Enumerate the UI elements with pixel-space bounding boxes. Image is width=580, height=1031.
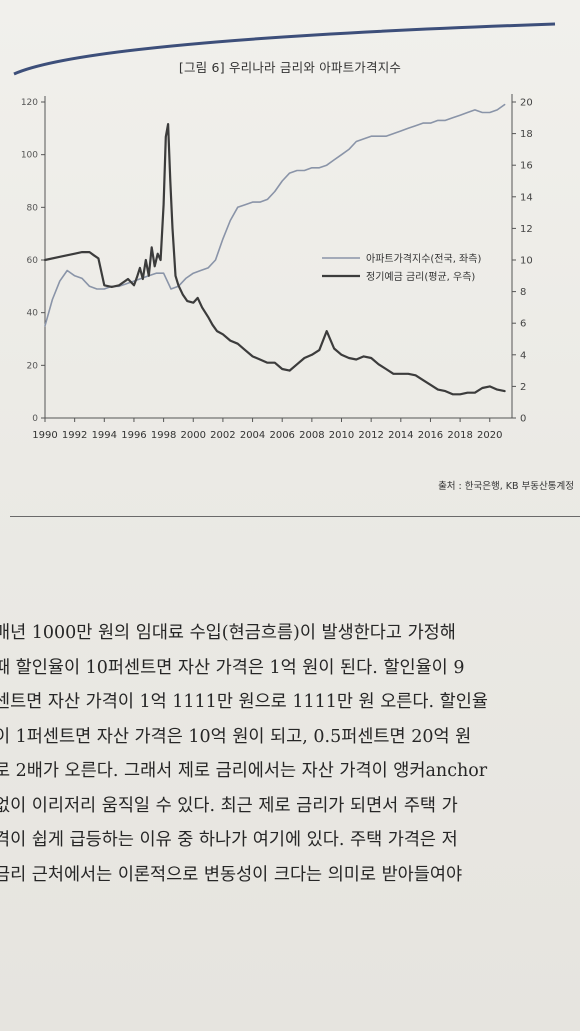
left-tick-label: 120: [21, 98, 38, 108]
section-divider: [10, 516, 580, 517]
x-tick-label: 1992: [62, 430, 87, 441]
left-tick-label: 60: [27, 256, 39, 266]
right-tick-label: 2: [520, 382, 526, 393]
x-tick-label: 1998: [151, 430, 176, 441]
x-tick-label: 2012: [358, 430, 383, 441]
x-tick-label: 2018: [447, 430, 472, 441]
x-tick-label: 1990: [32, 430, 57, 441]
legend-label-1: 정기예금 금리(평균, 우측): [366, 271, 475, 283]
series-line-0: [44, 103, 506, 327]
right-tick-label: 14: [520, 192, 533, 203]
left-tick-label: 100: [21, 151, 38, 161]
left-tick-label: 0: [32, 414, 38, 424]
body-line: 센트면 자산 가격이 1억 1111만 원으로 1111만 원 오른다. 할인율: [0, 692, 488, 712]
x-tick-label: 2010: [329, 430, 354, 441]
right-tick-label: 4: [520, 350, 526, 361]
body-line: 때 할인율이 10퍼센트면 자산 가격은 1억 원이 된다. 할인율이 9: [0, 657, 465, 678]
x-tick-label: 2020: [477, 430, 502, 441]
legend-label-0: 아파트가격지수(전국, 좌측): [366, 252, 481, 265]
body-line: 매년 1000만 원의 임대료 수입(현금흐름)이 발생한다고 가정해: [0, 623, 456, 643]
x-tick-label: 1996: [121, 430, 146, 441]
left-tick-label: 80: [27, 203, 39, 213]
right-tick-label: 10: [520, 256, 533, 267]
x-tick-label: 2008: [299, 430, 324, 441]
body-line: 이 1퍼센트면 자산 가격은 10억 원이 되고, 0.5퍼센트면 20억 원: [0, 726, 472, 747]
right-tick-label: 6: [520, 319, 526, 330]
x-tick-label: 2016: [418, 430, 443, 441]
body-line: 로 2배가 오른다. 그래서 제로 금리에서는 자산 가격이 앵커anchor: [0, 761, 488, 781]
right-tick-label: 20: [520, 98, 533, 109]
right-tick-label: 12: [520, 224, 533, 235]
body-line: 격이 쉽게 급등하는 이유 중 하나가 여기에 있다. 주택 가격은 저: [0, 830, 458, 850]
source-note: 출처 : 한국은행, KB 부동산통계정: [438, 481, 574, 492]
body-line: 없이 이리저리 움직일 수 있다. 최근 제로 금리가 되면서 주택 가: [0, 795, 458, 816]
right-tick-label: 8: [520, 287, 526, 298]
chart: 0 20 40 60 80 100 120 0 2 4 6 8 10 12 14 16 18 20 1990 1992…: [21, 94, 533, 441]
x-tick-label: 2002: [210, 430, 235, 441]
x-tick-label: 1994: [92, 430, 117, 441]
series-line-1: [43, 122, 506, 396]
right-tick-label: 0: [520, 414, 526, 425]
left-tick-label: 20: [27, 361, 39, 371]
x-tick-label: 2000: [181, 430, 206, 441]
right-tick-label: 18: [520, 129, 533, 140]
x-tick-label: 2004: [240, 430, 265, 441]
x-tick-label: 2006: [269, 430, 294, 441]
left-tick-label: 40: [27, 309, 39, 319]
x-tick-label: 2014: [388, 430, 413, 441]
right-tick-label: 16: [520, 161, 533, 172]
chart-title: [그림 6] 우리나라 금리와 아파트가격지수: [178, 60, 402, 75]
body-line: 금리 근처에서는 이론적으로 변동성이 크다는 의미로 받아들여야: [0, 864, 463, 885]
header-curve-rule: [13, 22, 556, 76]
